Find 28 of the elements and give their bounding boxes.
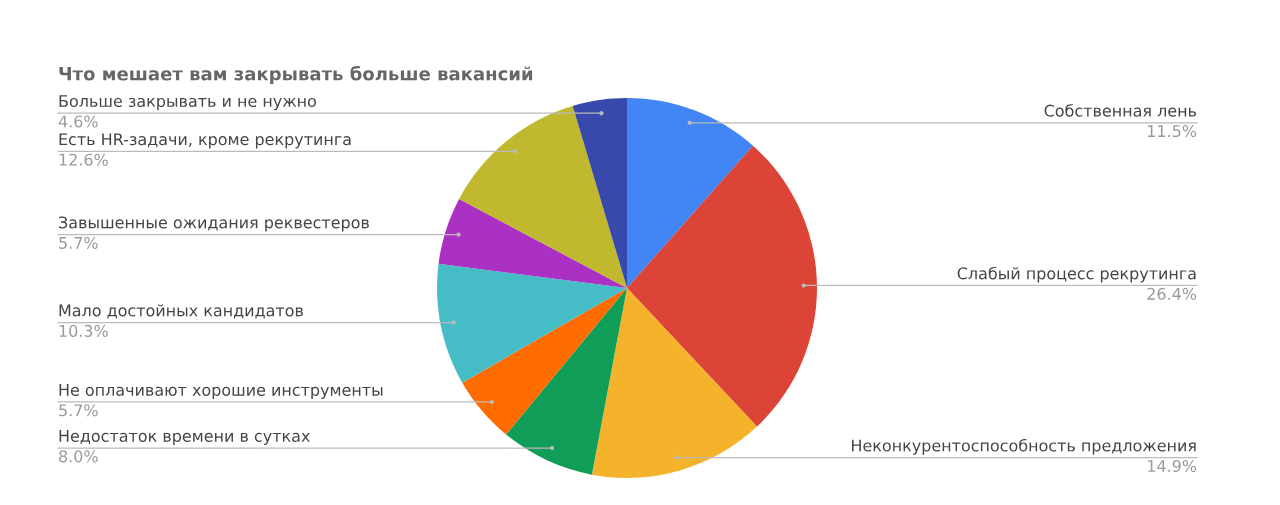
pie-slice: [572, 98, 627, 288]
data-label: 14.9%: [1148, 459, 1197, 473]
pie-slice: [506, 288, 627, 475]
slice-label: Мало достойных кандидатов: [59, 304, 303, 319]
data-label: 5.7%: [59, 404, 98, 417]
slice-label: Недостаток времени в сутках: [59, 430, 310, 446]
data-label: 8.0%: [59, 450, 98, 463]
pie-slice: [438, 199, 627, 288]
slice-label: Не оплачивают хорошие инструменты: [59, 384, 383, 399]
data-label: 11.5%: [1148, 125, 1197, 138]
pie-slice: [437, 263, 627, 383]
slice-label: Собственная лень: [1044, 104, 1197, 117]
data-label: 26.4%: [1147, 287, 1197, 300]
slice-label: Больше закрывать и не нужно: [59, 95, 316, 111]
pie-slice: [591, 288, 757, 478]
data-label: 12.6%: [59, 153, 108, 166]
slice-label: Слабый процесс рекрутинга: [957, 266, 1196, 283]
data-label: 4.6%: [58, 115, 98, 128]
chart-title: Что мешает вам закрывать больше вакансий: [59, 65, 533, 85]
pie-slice: [459, 105, 627, 288]
slice-label: Есть HR-задачи, кроме рекрутинга: [59, 133, 351, 149]
pie-slice: [627, 145, 817, 427]
pie-slice: [462, 288, 627, 435]
data-label: 5.7%: [59, 236, 98, 249]
slice-label: Завышенные ожидания реквестеров: [59, 216, 369, 232]
slice-label: Неконкурентоспособность предложения: [852, 438, 1196, 455]
pie-slice: [627, 98, 753, 288]
data-label: 10.3%: [59, 324, 108, 337]
